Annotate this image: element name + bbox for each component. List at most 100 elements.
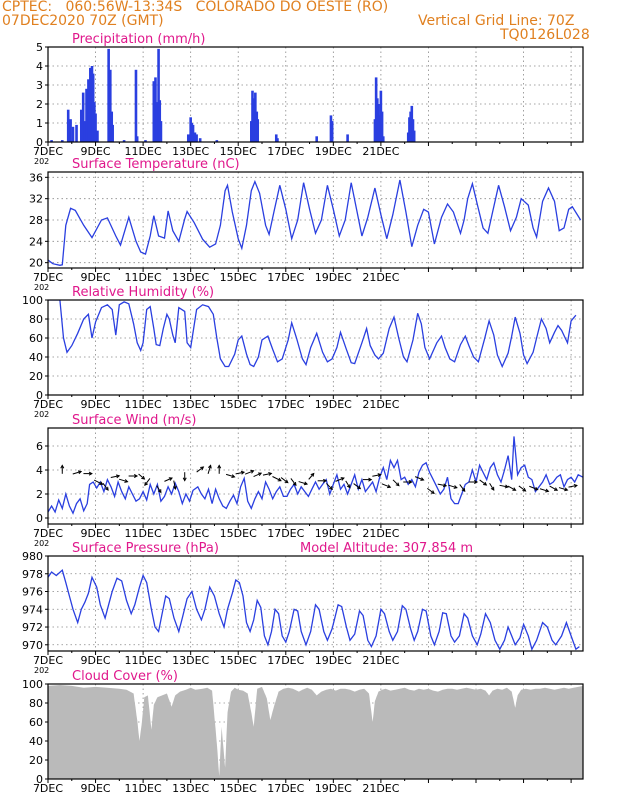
x-tick-label: 21DEC [362, 654, 399, 667]
temp-title: Surface Temperature (nC) [72, 157, 240, 172]
x-tick-label: 17DEC [267, 145, 304, 158]
x-tick-label: 7DEC [33, 527, 63, 540]
wind-arrow [272, 476, 282, 482]
precip-bar [94, 113, 97, 142]
wind-arrow [156, 485, 162, 494]
precip-bar [155, 102, 159, 142]
x-tick-label: 19DEC [315, 271, 352, 284]
x-tick-label: 7DEC [33, 271, 63, 284]
precip-bar [157, 48, 160, 142]
x-tick-label: 11DEC [125, 782, 162, 795]
press-frame [47, 555, 584, 652]
wind-arrow [164, 477, 173, 482]
wind-arrow [83, 471, 93, 476]
y-tick-label: 40 [29, 351, 43, 364]
header-line2: 07DEC2020 70Z (GMT) [2, 13, 164, 29]
x-tick-label: 13DEC [172, 527, 209, 540]
wind-arrow [298, 481, 309, 486]
y-tick-label: 100 [22, 678, 43, 691]
wind-panel: 0 2 4 6 7DEC 9DEC 11DEC 13DEC 15DEC 17DEC 19DEC 21D… [33, 413, 584, 548]
wind-arrow [144, 478, 151, 487]
rh-panel: 0 20 40 60 80 100 7DEC 9DEC 11DEC 13DEC 15DEC 17DEC… [22, 285, 584, 419]
press-marks [48, 569, 580, 651]
precip-bar [193, 132, 197, 142]
precip-bar [89, 67, 92, 142]
wind-line [48, 436, 583, 515]
wind-arrow [93, 479, 104, 485]
wind-arrow [128, 474, 139, 478]
y-tick-label: 980 [22, 550, 43, 563]
wind-arrow [280, 477, 289, 484]
precip-bar [276, 138, 279, 142]
x-tick-label: 19DEC [315, 145, 352, 158]
precip-bar [108, 69, 112, 142]
precip-bar [252, 98, 255, 142]
press-title: Surface Pressure (hPa) [72, 541, 219, 556]
wind-arrow [308, 472, 315, 480]
wind-arrow [403, 480, 413, 484]
precip-bar [186, 134, 190, 142]
x-tick-label: 11DEC [125, 654, 162, 667]
y-tick-label: 2 [36, 488, 43, 501]
precip-bar [412, 130, 416, 142]
x-tick-label: 17DEC [267, 398, 304, 411]
y-tick-label: 972 [22, 621, 43, 634]
wind-arrow [196, 466, 205, 473]
cloud-marks [48, 684, 583, 779]
wind-arrow [253, 472, 263, 478]
x-tick-label: 9DEC [81, 398, 111, 411]
wind-arrow [459, 484, 466, 493]
precip-bar [195, 134, 198, 142]
y-tick-label: 4 [36, 60, 43, 73]
precip-bar [215, 140, 219, 142]
y-tick-label: 976 [22, 586, 43, 599]
precip-bar [144, 140, 147, 142]
precip-marks [50, 48, 416, 142]
rh-frame [47, 299, 584, 396]
x-year-stub: 202 [34, 283, 49, 292]
cloud-panel: 0 20 40 60 80 100 7DEC 9DEC 11DEC 13DEC 15DEC 17DEC… [22, 669, 584, 795]
y-tick-label: 20 [29, 370, 43, 383]
x-tick-label: 15DEC [220, 145, 257, 158]
x-tick-label: 9DEC [81, 145, 111, 158]
precip-bar [71, 126, 75, 142]
precip-panel: 0 1 2 3 4 5 7DEC 9DEC 11DEC 13DEC 15DEC 17DEC 19DEC 2… [33, 32, 584, 166]
y-tick-label: 0 [36, 389, 43, 402]
y-tick-label: 100 [22, 294, 43, 307]
y-tick-label: 3 [36, 79, 43, 92]
wind-arrow [217, 464, 222, 474]
wind-arrow [235, 470, 246, 475]
wind-arrow [72, 470, 83, 475]
rh-marks [48, 300, 577, 369]
y-tick-label: 80 [29, 697, 43, 710]
y-tick-label: 20 [29, 754, 43, 767]
y-tick-label: 5 [36, 41, 43, 54]
precip-bar [135, 136, 139, 142]
wind-arrow [529, 485, 539, 491]
precip-bar [107, 48, 110, 142]
wind-arrow [262, 471, 273, 476]
x-tick-label: 7DEC [33, 654, 63, 667]
wind-arrow [539, 488, 550, 493]
wind-arrow [479, 479, 488, 486]
x-tick-label: 15DEC [220, 782, 257, 795]
precip-bar [96, 130, 99, 142]
y-tick-label: 20 [29, 257, 43, 270]
wind-arrow [468, 480, 479, 484]
precip-bar [111, 124, 114, 142]
precip-bar [79, 109, 83, 142]
x-year-stub: 202 [34, 410, 49, 419]
precip-bar [69, 119, 72, 142]
y-tick-label: 2 [36, 98, 43, 111]
x-tick-label: 7DEC [33, 145, 63, 158]
precip-bar [50, 140, 53, 142]
x-tick-label: 21DEC [362, 398, 399, 411]
cloud-title: Cloud Cover (%) [72, 669, 178, 684]
wind-arrow [326, 483, 334, 491]
x-tick-label: 13DEC [172, 398, 209, 411]
wind-arrow [290, 478, 297, 487]
x-tick-label: 11DEC [125, 527, 162, 540]
precip-title: Precipitation (mm/h) [72, 32, 205, 47]
wind-arrow [345, 480, 351, 489]
